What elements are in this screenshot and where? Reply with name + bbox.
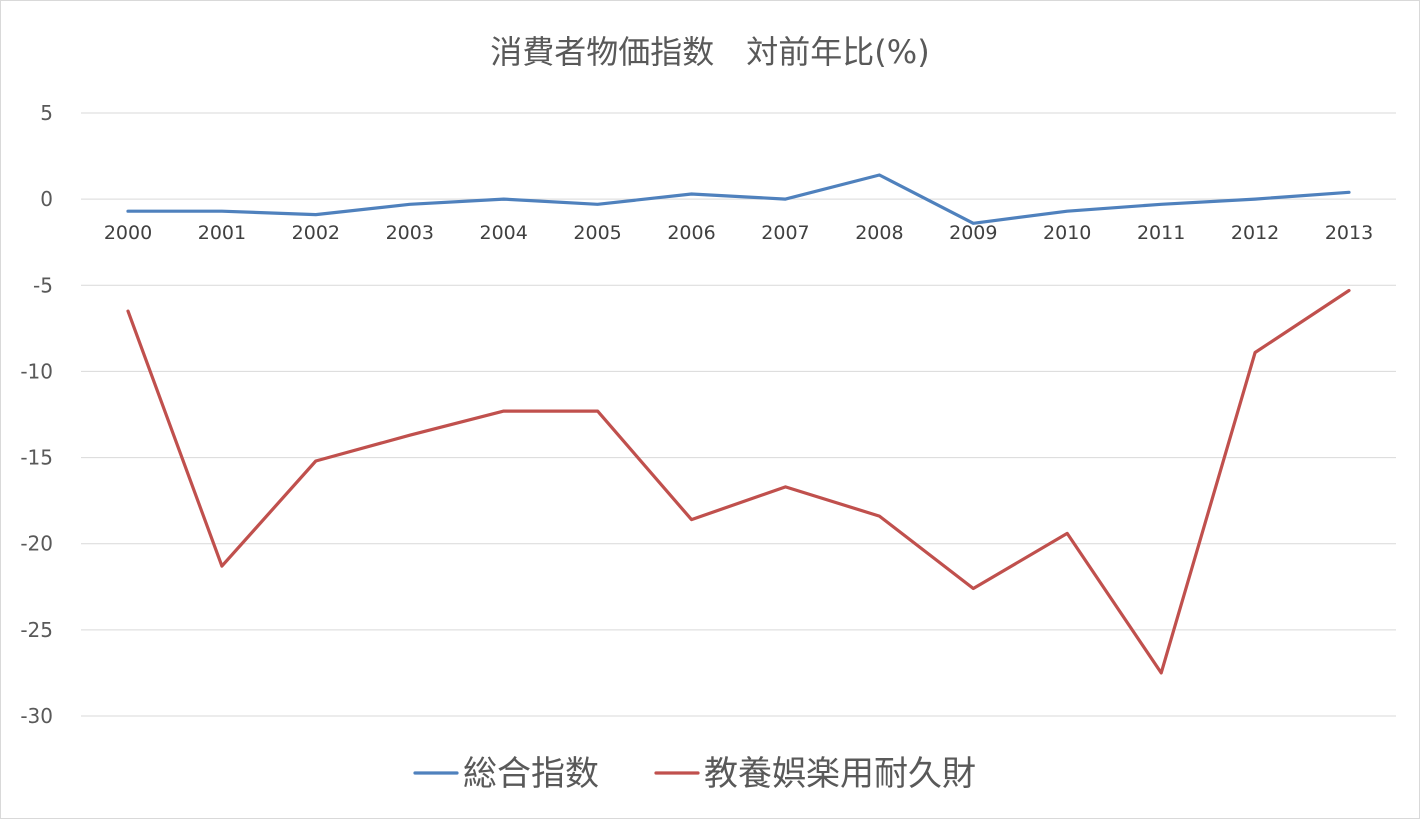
y-tick-label: 0 — [40, 187, 53, 211]
y-tick-label: -5 — [33, 273, 53, 297]
x-tick-label: 2011 — [1137, 222, 1185, 244]
legend: 総合指数 教養娯楽用耐久財 — [413, 754, 976, 794]
y-axis-ticks: 5 0 -5 -10 -15 -20 -25 -30 — [20, 101, 53, 728]
x-tick-label: 2000 — [104, 222, 152, 244]
y-tick-label: -30 — [20, 704, 53, 728]
x-tick-label: 2010 — [1043, 222, 1091, 244]
x-tick-label: 2013 — [1325, 222, 1373, 244]
x-tick-label: 2005 — [573, 222, 621, 244]
x-tick-label: 2003 — [386, 222, 434, 244]
legend-label-2: 教養娯楽用耐久財 — [704, 754, 976, 794]
x-tick-label: 2004 — [480, 222, 528, 244]
legend-label-1: 総合指数 — [463, 754, 599, 794]
x-tick-label: 2008 — [855, 222, 903, 244]
x-tick-label: 2001 — [198, 222, 246, 244]
y-tick-label: 5 — [40, 101, 53, 125]
x-tick-label: 2012 — [1231, 222, 1279, 244]
x-tick-label: 2006 — [667, 222, 715, 244]
chart-title: 消費者物価指数 対前年比(%) — [490, 33, 929, 71]
series-line-2 — [126, 288, 1351, 675]
y-tick-label: -15 — [20, 446, 53, 470]
gridlines — [81, 112, 1396, 717]
y-tick-label: -20 — [20, 532, 53, 556]
y-tick-label: -10 — [20, 359, 53, 383]
x-tick-label: 2002 — [292, 222, 340, 244]
x-axis-ticks: 2000 2001 2002 2003 2004 2005 2006 2007 2008 2009… — [104, 222, 1373, 244]
series-line-1 — [126, 173, 1351, 225]
y-tick-label: -25 — [20, 618, 53, 642]
series-lines — [126, 173, 1351, 675]
x-tick-label: 2007 — [761, 222, 809, 244]
x-tick-label: 2009 — [949, 222, 997, 244]
